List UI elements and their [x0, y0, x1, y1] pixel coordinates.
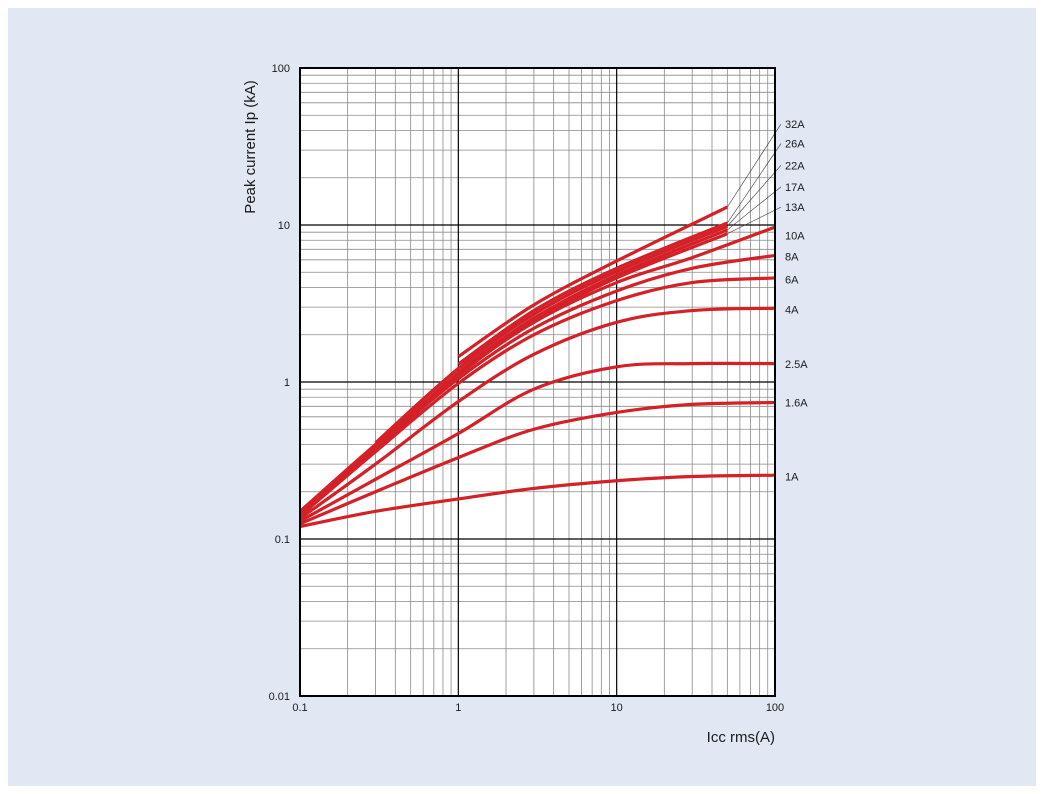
series-17a-label: 17A: [785, 182, 805, 194]
series-26a-leader: [727, 143, 782, 224]
y-tick-label: 100: [272, 63, 290, 75]
x-tick-label: 1: [455, 702, 461, 714]
series-13a-leader: [727, 206, 782, 234]
chart-panel: 0.1 1 10 100 0.01 0.1 1 10 100 1A 1.6A 2.5A 4A 6A 8A…: [8, 8, 1036, 786]
series-2-5a-curve: [299, 361, 776, 523]
series-17a-leader: [727, 186, 782, 231]
series-1a-curve: [299, 473, 776, 529]
series-labels: 1A 1.6A 2.5A 4A 6A 8A 10A 13A 17A 22A 26A 32A: [785, 119, 808, 484]
series-2-5a-label: 2.5A: [785, 359, 808, 371]
series-1-6a-curve: [299, 400, 776, 526]
series-1-6a-label: 1.6A: [785, 398, 808, 410]
y-tick-label: 0.01: [269, 691, 290, 703]
series-10a-label: 10A: [785, 230, 805, 242]
x-tick-label: 100: [766, 702, 784, 714]
y-tick-label: 0.1: [275, 534, 290, 546]
series-group: [298, 205, 776, 529]
series-26a-label: 26A: [785, 139, 805, 151]
series-32a-leader: [727, 123, 782, 208]
y-tick-label: 1: [284, 377, 290, 389]
series-6a-label: 6A: [785, 274, 799, 286]
x-axis-label: Icc rms(A): [707, 729, 775, 746]
series-22a-curve: [374, 224, 728, 444]
plot-frame: [299, 67, 776, 697]
series-4a-label: 4A: [785, 304, 799, 316]
series-1a-label: 1A: [785, 472, 799, 484]
y-axis-label: Peak current Ip (kA): [242, 80, 259, 213]
series-8a-curve: [298, 253, 776, 515]
series-13a-curve: [374, 232, 728, 453]
series-4a-curve: [299, 306, 776, 520]
series-32a-curve: [457, 205, 729, 358]
series-22a-label: 22A: [785, 160, 805, 172]
leader-lines: [727, 123, 782, 234]
x-tick-label: 0.1: [292, 702, 307, 714]
y-tick-label: 10: [278, 220, 290, 232]
x-tick-label: 10: [611, 702, 623, 714]
grid: [299, 67, 776, 697]
series-13a-label: 13A: [785, 202, 805, 214]
series-26a-curve: [457, 221, 728, 366]
series-8a-label: 8A: [785, 252, 799, 264]
series-32a-label: 32A: [785, 119, 805, 131]
y-tick-labels: 0.01 0.1 1 10 100: [269, 63, 290, 703]
series-22a-leader: [727, 165, 782, 227]
x-tick-labels: 0.1 1 10 100: [292, 702, 784, 714]
series-17a-curve: [374, 228, 728, 450]
